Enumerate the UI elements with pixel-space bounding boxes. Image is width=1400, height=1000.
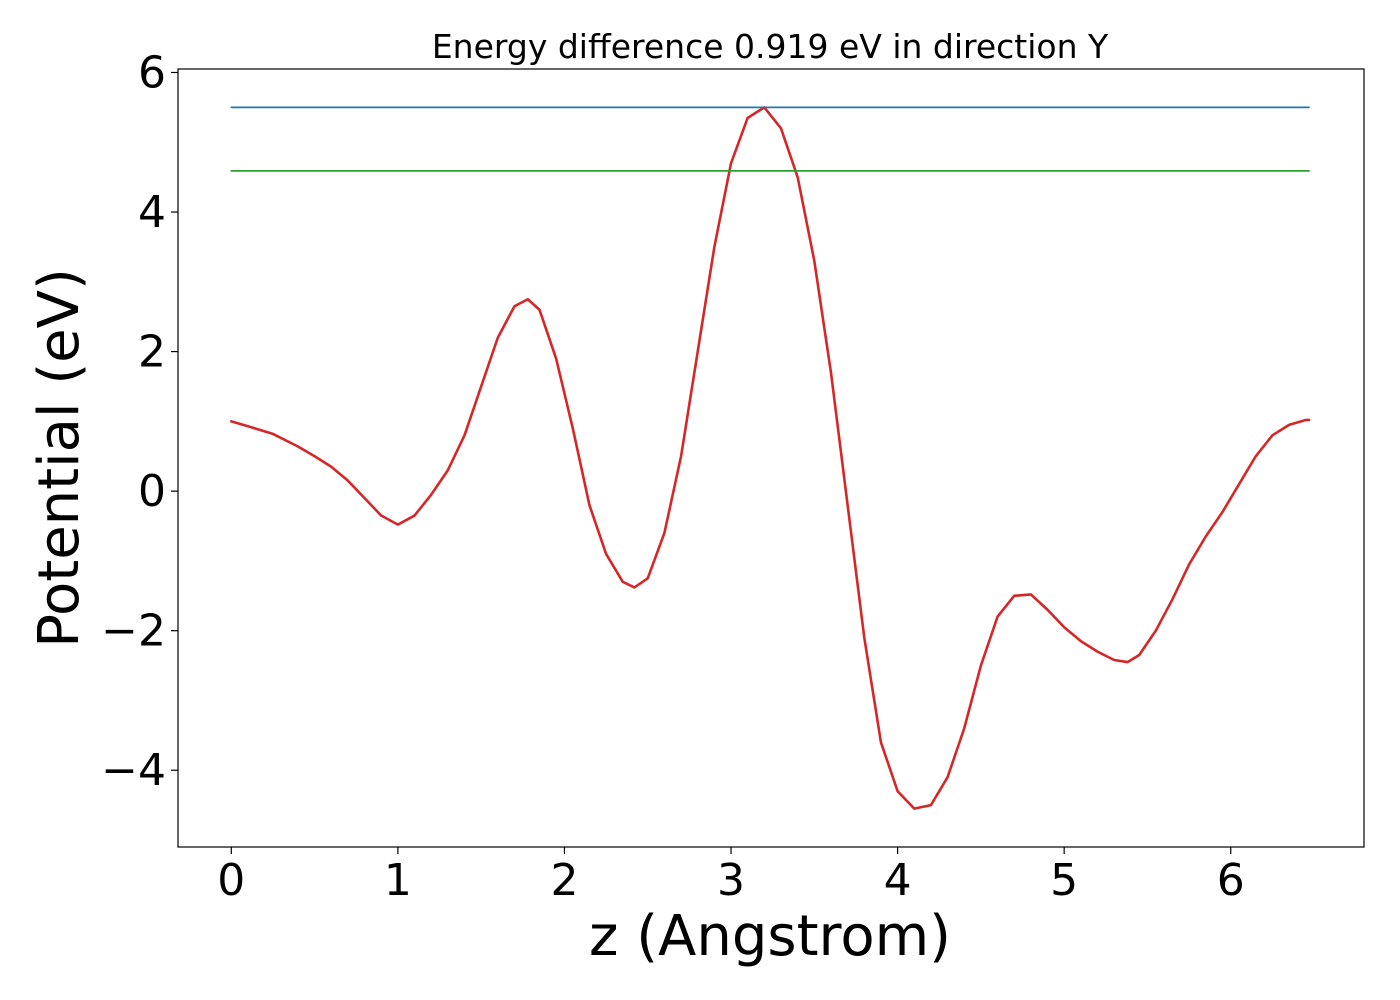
x-tick-label: 0 (217, 855, 245, 906)
plot-frame (177, 68, 1365, 848)
chart-title: Energy difference 0.919 eV in direction … (432, 27, 1109, 66)
y-tick-label: 2 (138, 327, 166, 378)
series-line-0 (230, 106, 1311, 810)
x-axis: 0 1 2 3 4 5 6 (217, 847, 1245, 906)
x-tick-label: 4 (884, 855, 912, 906)
x-tick-label: 5 (1050, 855, 1078, 906)
y-tick-label: −2 (101, 606, 166, 657)
x-tick-label: 1 (384, 855, 412, 906)
x-tick-label: 3 (717, 855, 745, 906)
x-tick-label: 6 (1217, 855, 1245, 906)
x-axis-label: z (Angstrom) (589, 904, 951, 969)
plot-area (230, 106, 1311, 810)
y-tick-label: 4 (138, 187, 166, 238)
y-tick-label: 6 (138, 47, 166, 98)
y-axis-label: Potential (eV) (27, 268, 92, 648)
y-tick-label: 0 (138, 466, 166, 517)
x-tick-label: 2 (550, 855, 578, 906)
y-tick-label: −4 (101, 745, 166, 796)
y-axis: −4 −2 0 2 4 6 (101, 47, 178, 796)
